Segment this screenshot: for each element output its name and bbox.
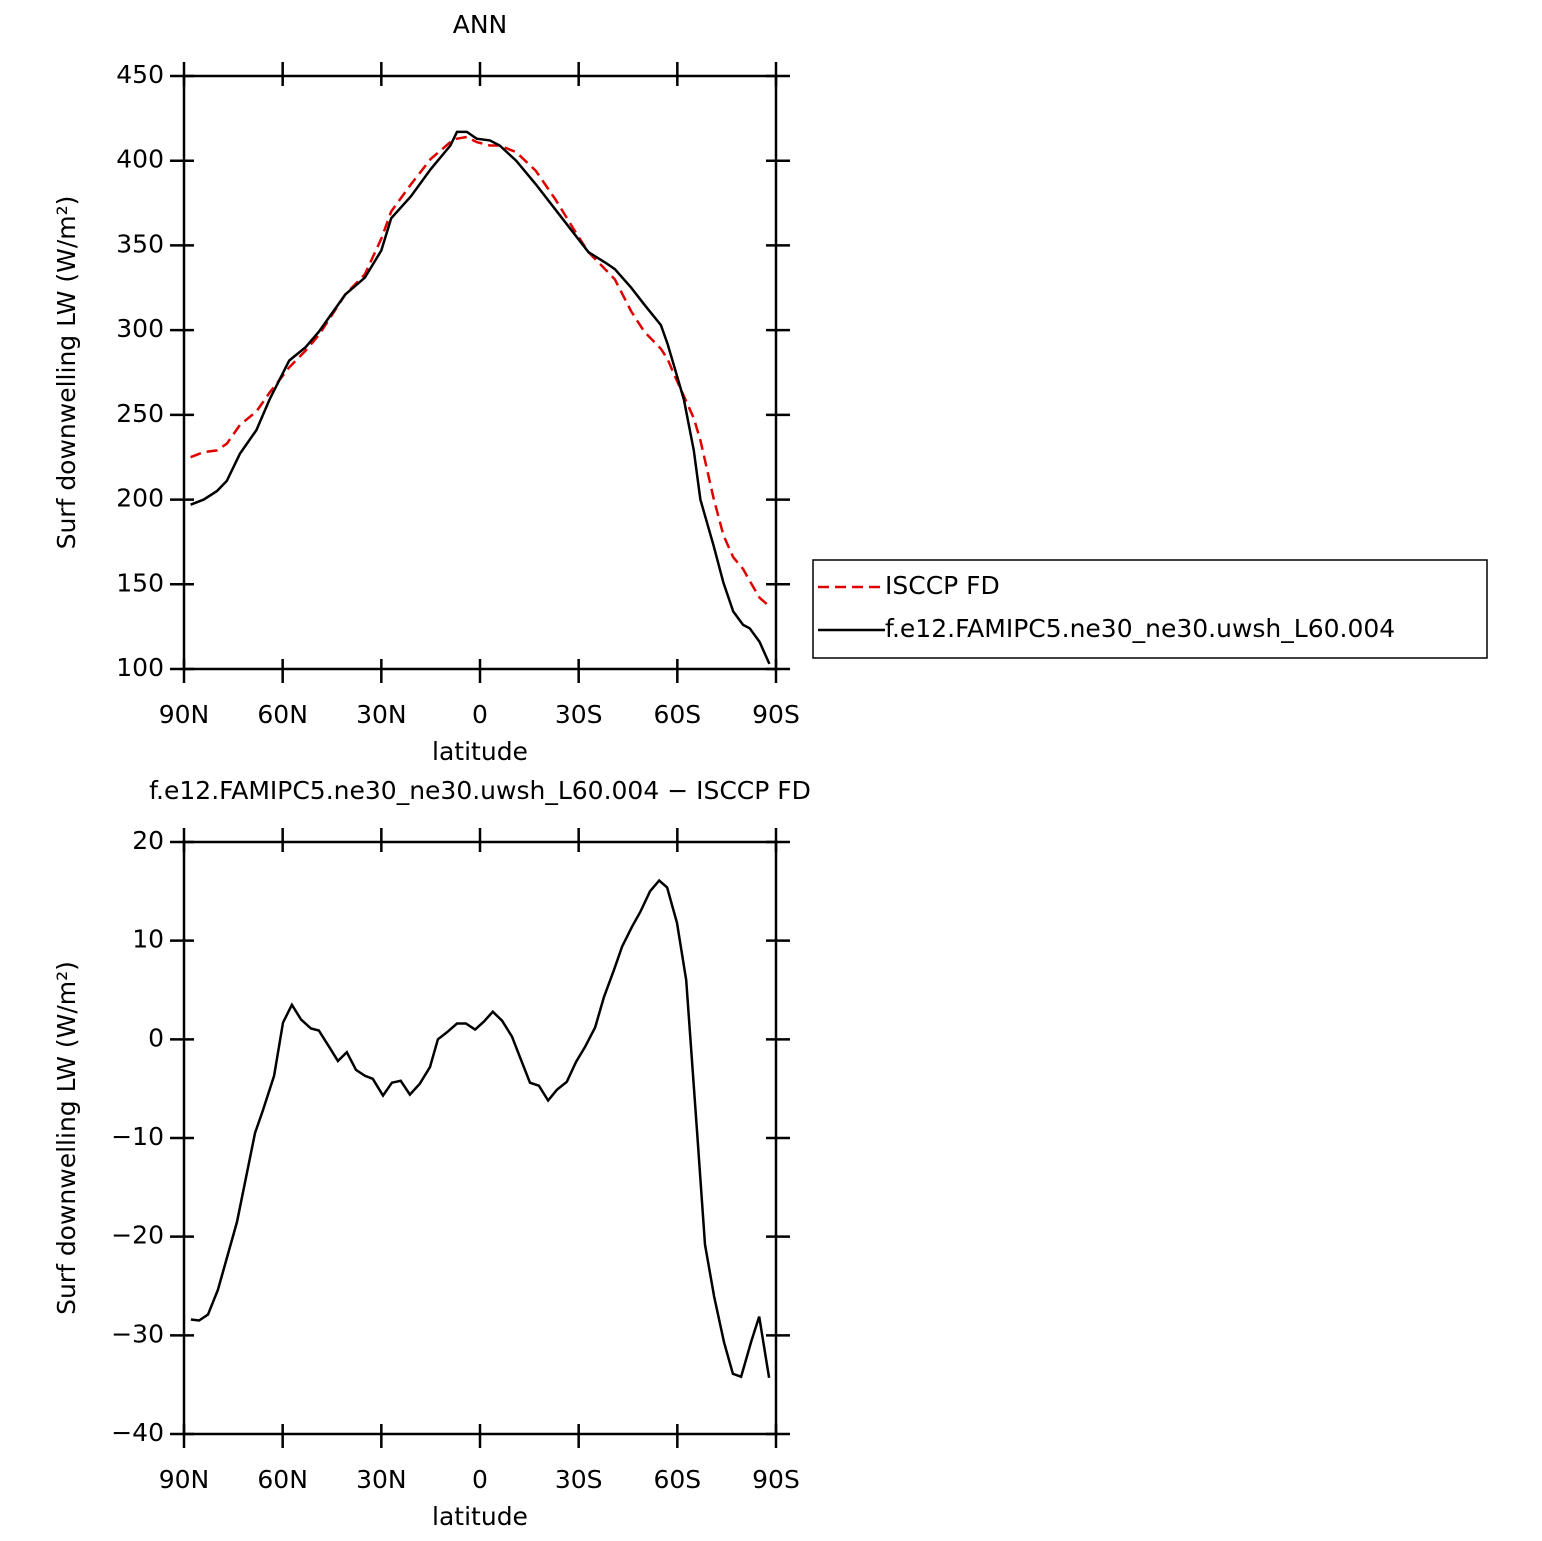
y-tick-label: 300 (116, 314, 164, 343)
x-tick-label: 30N (356, 1465, 407, 1494)
y-tick-label: 250 (116, 399, 164, 428)
data-line (190, 135, 771, 608)
plot-frame (182, 74, 778, 671)
y-tick-label: 200 (116, 484, 164, 513)
y-tick-label: 10 (132, 925, 164, 954)
x-tick-label: 90S (752, 1465, 800, 1494)
y-axis-label: Surf downwelling LW (W/m²) (52, 196, 81, 550)
y-tick-label: 400 (116, 145, 164, 174)
x-tick-label: 30S (555, 700, 603, 729)
x-tick-label: 60S (653, 1465, 701, 1494)
y-tick-label: 0 (148, 1023, 164, 1052)
data-line (190, 130, 771, 665)
y-tick-label: 450 (116, 60, 164, 89)
y-tick-label: −10 (111, 1122, 164, 1151)
x-axis-label: latitude (432, 737, 528, 766)
legend-box (812, 559, 1488, 659)
x-tick-label: 0 (472, 1465, 488, 1494)
x-tick-label: 0 (472, 700, 488, 729)
x-axis-label: latitude (432, 1502, 528, 1531)
legend-label: f.e12.FAMIPC5.ne30_ne30.uwsh_L60.004 (885, 614, 1395, 643)
y-tick-label: 100 (116, 653, 164, 682)
y-tick-label: 150 (116, 568, 164, 597)
y-tick-label: −20 (111, 1221, 164, 1250)
y-axis-label: Surf downwelling LW (W/m²) (52, 961, 81, 1315)
chart-title: ANN (453, 10, 508, 39)
x-tick-label: 60N (257, 1465, 308, 1494)
y-tick-label: 20 (132, 826, 164, 855)
x-tick-label: 60N (257, 700, 308, 729)
y-tick-label: −30 (111, 1319, 164, 1348)
legend-label: ISCCP FD (885, 571, 1000, 600)
x-tick-label: 90S (752, 700, 800, 729)
plot-frame (182, 840, 778, 1436)
chart-title: f.e12.FAMIPC5.ne30_ne30.uwsh_L60.004 − I… (149, 776, 811, 805)
x-tick-label: 90N (159, 1465, 210, 1494)
x-tick-label: 60S (653, 700, 701, 729)
y-tick-label: −40 (111, 1418, 164, 1447)
x-tick-label: 30N (356, 700, 407, 729)
x-tick-label: 30S (555, 1465, 603, 1494)
data-line (190, 878, 771, 1379)
x-tick-label: 90N (159, 700, 210, 729)
y-tick-label: 350 (116, 229, 164, 258)
